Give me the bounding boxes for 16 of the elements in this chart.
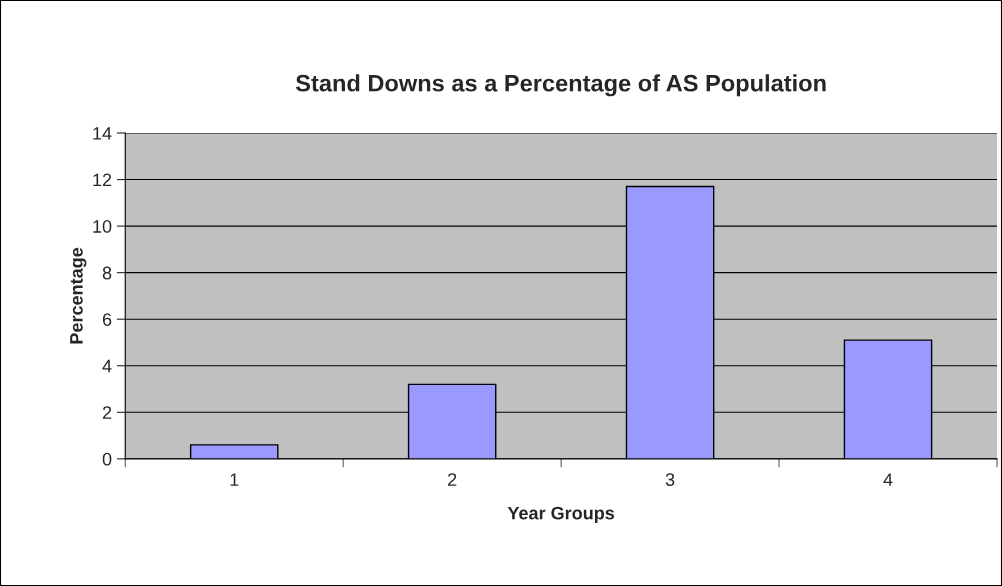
y-tick-label: 0	[102, 452, 112, 466]
y-tick-label: 8	[102, 266, 112, 280]
y-axis-title: Percentage	[70, 247, 87, 344]
bar	[189, 444, 279, 459]
x-tick-label: 3	[665, 473, 675, 486]
y-tick-label: 4	[102, 359, 112, 373]
x-tick-label: 1	[230, 473, 239, 486]
y-tick-label: 6	[102, 313, 112, 326]
y-tick-label: 12	[93, 173, 112, 187]
y-tick-label: 14	[93, 127, 112, 140]
x-tick-label: 4	[883, 473, 893, 486]
chart-title: Stand Downs as a Percentage of AS Population	[295, 74, 826, 97]
x-axis-title: Year Groups	[507, 506, 615, 524]
x-tick-label: 2	[448, 473, 457, 486]
y-tick-label: 2	[102, 406, 112, 419]
y-tick-label: 10	[93, 220, 112, 233]
